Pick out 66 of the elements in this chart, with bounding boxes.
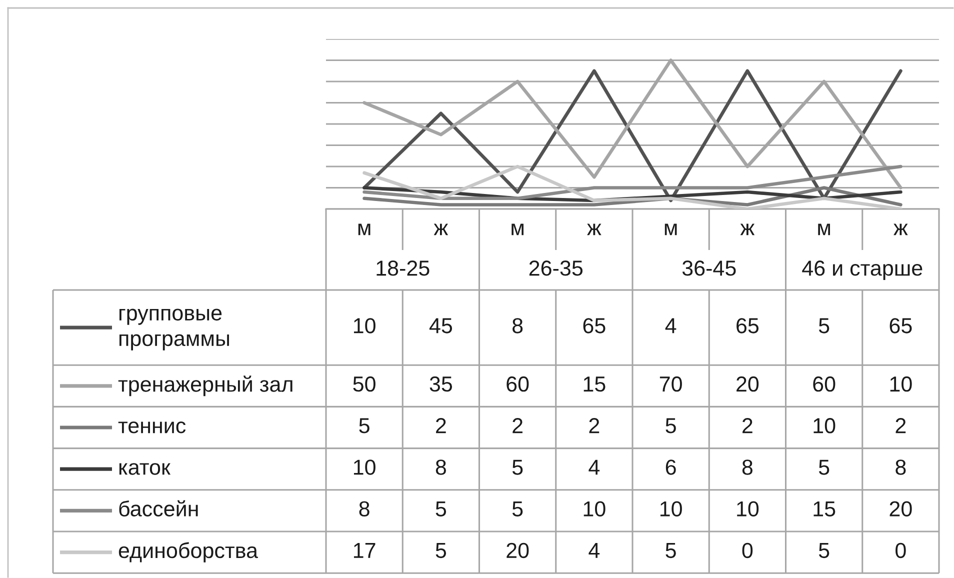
data-label: 4 [588, 460, 600, 475]
data-label: 17 [354, 543, 376, 558]
data-label: 5 [436, 501, 446, 516]
data-label: 65 [736, 318, 759, 334]
data-label: 5 [818, 543, 830, 558]
data-label: 8 [359, 501, 370, 516]
x-tick-label: ж [587, 224, 602, 236]
data-label: 45 [429, 318, 452, 334]
data-label: 60 [506, 376, 529, 392]
data-label: 70 [660, 376, 682, 392]
data-label: 20 [736, 376, 759, 392]
data-label: 10 [354, 318, 376, 334]
data-label: 2 [512, 418, 522, 434]
data-label: 5 [666, 543, 676, 558]
data-label: 35 [430, 376, 452, 392]
data-label: 20 [506, 542, 529, 558]
data-label: 10 [814, 418, 836, 434]
data-label: 6 [666, 460, 676, 475]
data-label: 65 [583, 318, 606, 334]
data-label: 8 [512, 318, 523, 334]
data-label: 65 [890, 318, 912, 334]
data-label: 5 [666, 418, 676, 434]
data-label: 8 [436, 460, 446, 475]
x-tick-label: м [664, 224, 677, 236]
data-label: 60 [813, 376, 836, 392]
x-tick-label: м [358, 224, 370, 236]
data-label: 5 [512, 460, 523, 475]
data-label: 10 [660, 501, 682, 516]
x-tick-label: м [818, 224, 830, 236]
text: 26-35 [529, 260, 583, 276]
data-label: 8 [742, 460, 752, 475]
legend-label: единоборства [118, 542, 258, 562]
data-label: 15 [584, 376, 606, 392]
x-tick-label: ж [740, 224, 755, 236]
data-label: 10 [354, 460, 376, 475]
data-label: 10 [737, 501, 759, 516]
data-label: 4 [665, 318, 676, 334]
legend-label: каток [119, 463, 171, 475]
text: 18-25 [376, 260, 430, 276]
data-label: 5 [818, 318, 830, 334]
data-label: 0 [896, 542, 906, 558]
legend-label: групповые программы [119, 308, 229, 350]
data-label: 10 [890, 376, 912, 392]
data-label: 8 [896, 460, 906, 475]
data-label: 0 [742, 542, 753, 558]
data-label: 15 [814, 501, 836, 516]
legend-label: бассейн [119, 500, 198, 516]
data-label: 4 [588, 543, 600, 558]
data-label: 2 [436, 418, 446, 434]
text: 46 и старше [802, 260, 922, 280]
legend-label: тренажерный зал [118, 376, 292, 396]
data-label: 50 [353, 376, 376, 392]
x-tick-label: ж [894, 224, 908, 236]
data-label: 5 [818, 460, 830, 475]
data-label: 5 [436, 543, 446, 558]
data-label: 20 [890, 501, 912, 516]
legend-label: теннис [118, 421, 186, 434]
data-label: 5 [512, 501, 523, 516]
data-label: 2 [742, 418, 752, 434]
x-tick-label: м [512, 224, 524, 236]
text: 36-45 [682, 260, 736, 276]
x-tick-label: ж [434, 224, 448, 236]
data-label: 10 [584, 501, 606, 516]
data-label: 2 [589, 418, 600, 434]
data-label: 5 [359, 418, 370, 434]
data-label: 2 [896, 418, 906, 434]
